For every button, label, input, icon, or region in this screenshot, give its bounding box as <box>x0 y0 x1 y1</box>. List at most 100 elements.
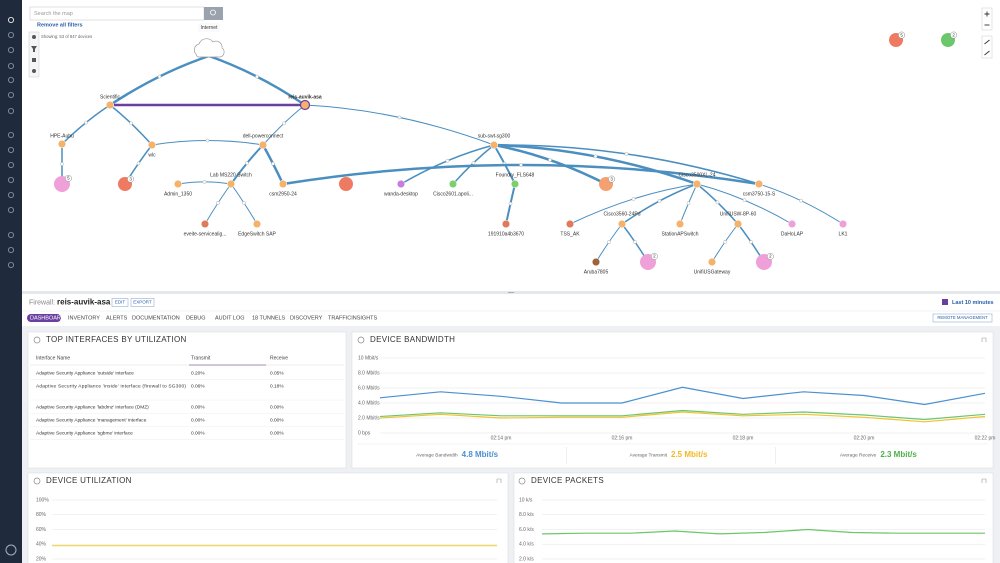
device-node[interactable] <box>692 179 702 189</box>
device-node[interactable] <box>299 99 311 111</box>
interface-name: Adaptive Security Appliance 'labdmz' int… <box>36 404 149 410</box>
link-dot <box>715 200 720 205</box>
export-button[interactable] <box>130 298 155 307</box>
sidebar-icon[interactable] <box>7 131 14 138</box>
charts: DEVICE BANDWIDTH 0 bps 2.0 Mbit/s 4.0 Mbit/… <box>36 335 995 562</box>
tab[interactable]: DOCUMENTATION <box>132 315 180 321</box>
sidebar-icon[interactable] <box>7 206 14 213</box>
map-nodes: Scientific reis-auvik-asa HPE-Aubu dell-pow… <box>50 31 958 275</box>
cluster-badge-count: 3 <box>610 176 613 181</box>
y-tick-label: 0 bps <box>358 430 371 436</box>
link-dot <box>282 121 286 126</box>
device-node[interactable] <box>226 179 236 189</box>
tab[interactable]: AUDIT LOG <box>215 315 245 321</box>
showing-count: Showing: 53 of 847 devices <box>41 34 92 39</box>
device-cluster[interactable] <box>339 177 353 191</box>
device-node[interactable] <box>252 219 262 229</box>
x-tick-label: 02:20 pm <box>854 435 875 441</box>
device-node[interactable] <box>501 219 511 229</box>
sidebar-icon[interactable] <box>7 77 14 84</box>
summary-value: 2.3 Mbit/s <box>880 450 917 459</box>
sidebar-icon[interactable] <box>7 146 14 153</box>
tab[interactable]: DASHBOARD <box>30 315 65 321</box>
table-value: 0.05% <box>270 370 284 376</box>
device-node[interactable] <box>489 140 499 150</box>
cluster-badge <box>766 252 774 260</box>
link-dot <box>519 163 523 167</box>
device-node[interactable] <box>258 140 268 150</box>
device-node[interactable] <box>591 257 601 267</box>
device-node[interactable] <box>565 219 575 229</box>
tab[interactable]: TRAFFICINSIGHTS <box>328 315 378 321</box>
device-node[interactable] <box>838 219 848 229</box>
tab[interactable]: ALERTS <box>106 315 128 321</box>
eye-tool[interactable] <box>32 35 36 39</box>
filter-tool[interactable] <box>31 46 37 52</box>
device-node[interactable] <box>510 179 520 189</box>
cluster-badge-count: 3 <box>129 176 132 181</box>
sidebar-icon[interactable] <box>7 261 14 268</box>
zoom-in[interactable] <box>984 11 990 17</box>
settings-tool[interactable] <box>32 69 36 73</box>
cluster-badge-count: 2 <box>952 32 955 37</box>
sidebar-icon[interactable] <box>7 47 14 54</box>
device-node[interactable] <box>787 219 797 229</box>
device-node[interactable] <box>754 179 764 189</box>
summary-value: 4.8 Mbit/s <box>462 450 499 459</box>
device-node[interactable] <box>617 219 627 229</box>
y-tick-label: 6.0 Mbit/s <box>358 385 380 391</box>
interface-name: Adaptive Security Appliance 'management'… <box>36 417 147 423</box>
device-node[interactable] <box>200 219 210 229</box>
expand-icon[interactable] <box>496 478 502 483</box>
device-node[interactable] <box>448 179 458 189</box>
tab-active <box>27 314 61 322</box>
tab[interactable]: 18 TUNNELS <box>252 315 286 321</box>
remove-filters[interactable]: Remove all filters <box>37 22 83 28</box>
link-dot <box>548 158 552 162</box>
x-tick-label: 02:14 pm <box>491 435 512 441</box>
device-node[interactable] <box>733 219 743 229</box>
device-label: Cisco2601.apoli... <box>433 191 473 197</box>
fit-controls[interactable] <box>984 39 990 56</box>
link-dot <box>633 240 637 244</box>
device-node[interactable] <box>396 179 406 189</box>
summary-label: Average Receive <box>840 452 877 458</box>
time-range[interactable]: Last 10 minutes <box>952 300 994 306</box>
device-node[interactable] <box>675 219 685 229</box>
expand-icon[interactable] <box>981 478 987 483</box>
download-tool[interactable] <box>32 58 36 62</box>
device-node[interactable] <box>173 179 183 189</box>
interface-name: Adaptive Security Appliance 'outside' in… <box>36 370 134 376</box>
device-node[interactable] <box>278 179 288 189</box>
sidebar-icon[interactable] <box>7 161 14 168</box>
sidebar-icon[interactable] <box>7 246 14 253</box>
sidebar-icon[interactable] <box>7 63 14 70</box>
user-icon[interactable] <box>5 544 17 556</box>
device-node[interactable] <box>707 257 717 267</box>
expand-icon[interactable] <box>981 337 987 342</box>
sidebar-icon[interactable] <box>7 32 14 39</box>
table-header: Interface Name <box>36 355 70 361</box>
series-line <box>379 386 986 406</box>
tab[interactable]: DISCOVERY <box>290 315 323 321</box>
device-node[interactable] <box>147 140 157 150</box>
sidebar-icon[interactable] <box>7 191 14 198</box>
link-dot <box>742 198 747 202</box>
sidebar-icon[interactable] <box>7 16 14 23</box>
device-node[interactable] <box>57 139 67 149</box>
internet-cloud[interactable] <box>194 38 225 58</box>
cluster-badge-count: 2 <box>769 254 772 259</box>
edit-label: EDIT <box>115 300 126 305</box>
device-node[interactable] <box>105 100 115 110</box>
tab[interactable]: INVENTORY <box>68 315 100 321</box>
y-tick-label: 8.0 Mbit/s <box>358 370 380 376</box>
edit-button[interactable] <box>111 298 129 307</box>
tab[interactable]: DEBUG <box>186 315 206 321</box>
search-button[interactable] <box>204 7 223 20</box>
sidebar-icon[interactable] <box>7 176 14 183</box>
remote-management-button[interactable] <box>932 313 993 323</box>
sidebar-icon[interactable] <box>7 92 14 99</box>
sidebar-icon[interactable] <box>7 231 14 238</box>
sidebar-icon[interactable] <box>7 108 14 115</box>
device-label: sub-swt-sg300 <box>478 133 511 139</box>
